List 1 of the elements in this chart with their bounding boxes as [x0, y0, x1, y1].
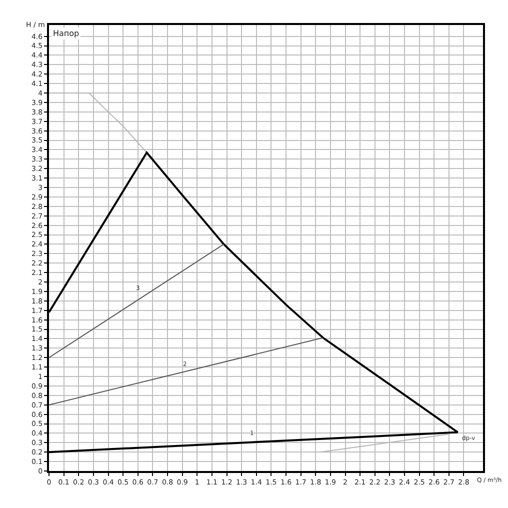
text: Напор: [53, 29, 80, 38]
